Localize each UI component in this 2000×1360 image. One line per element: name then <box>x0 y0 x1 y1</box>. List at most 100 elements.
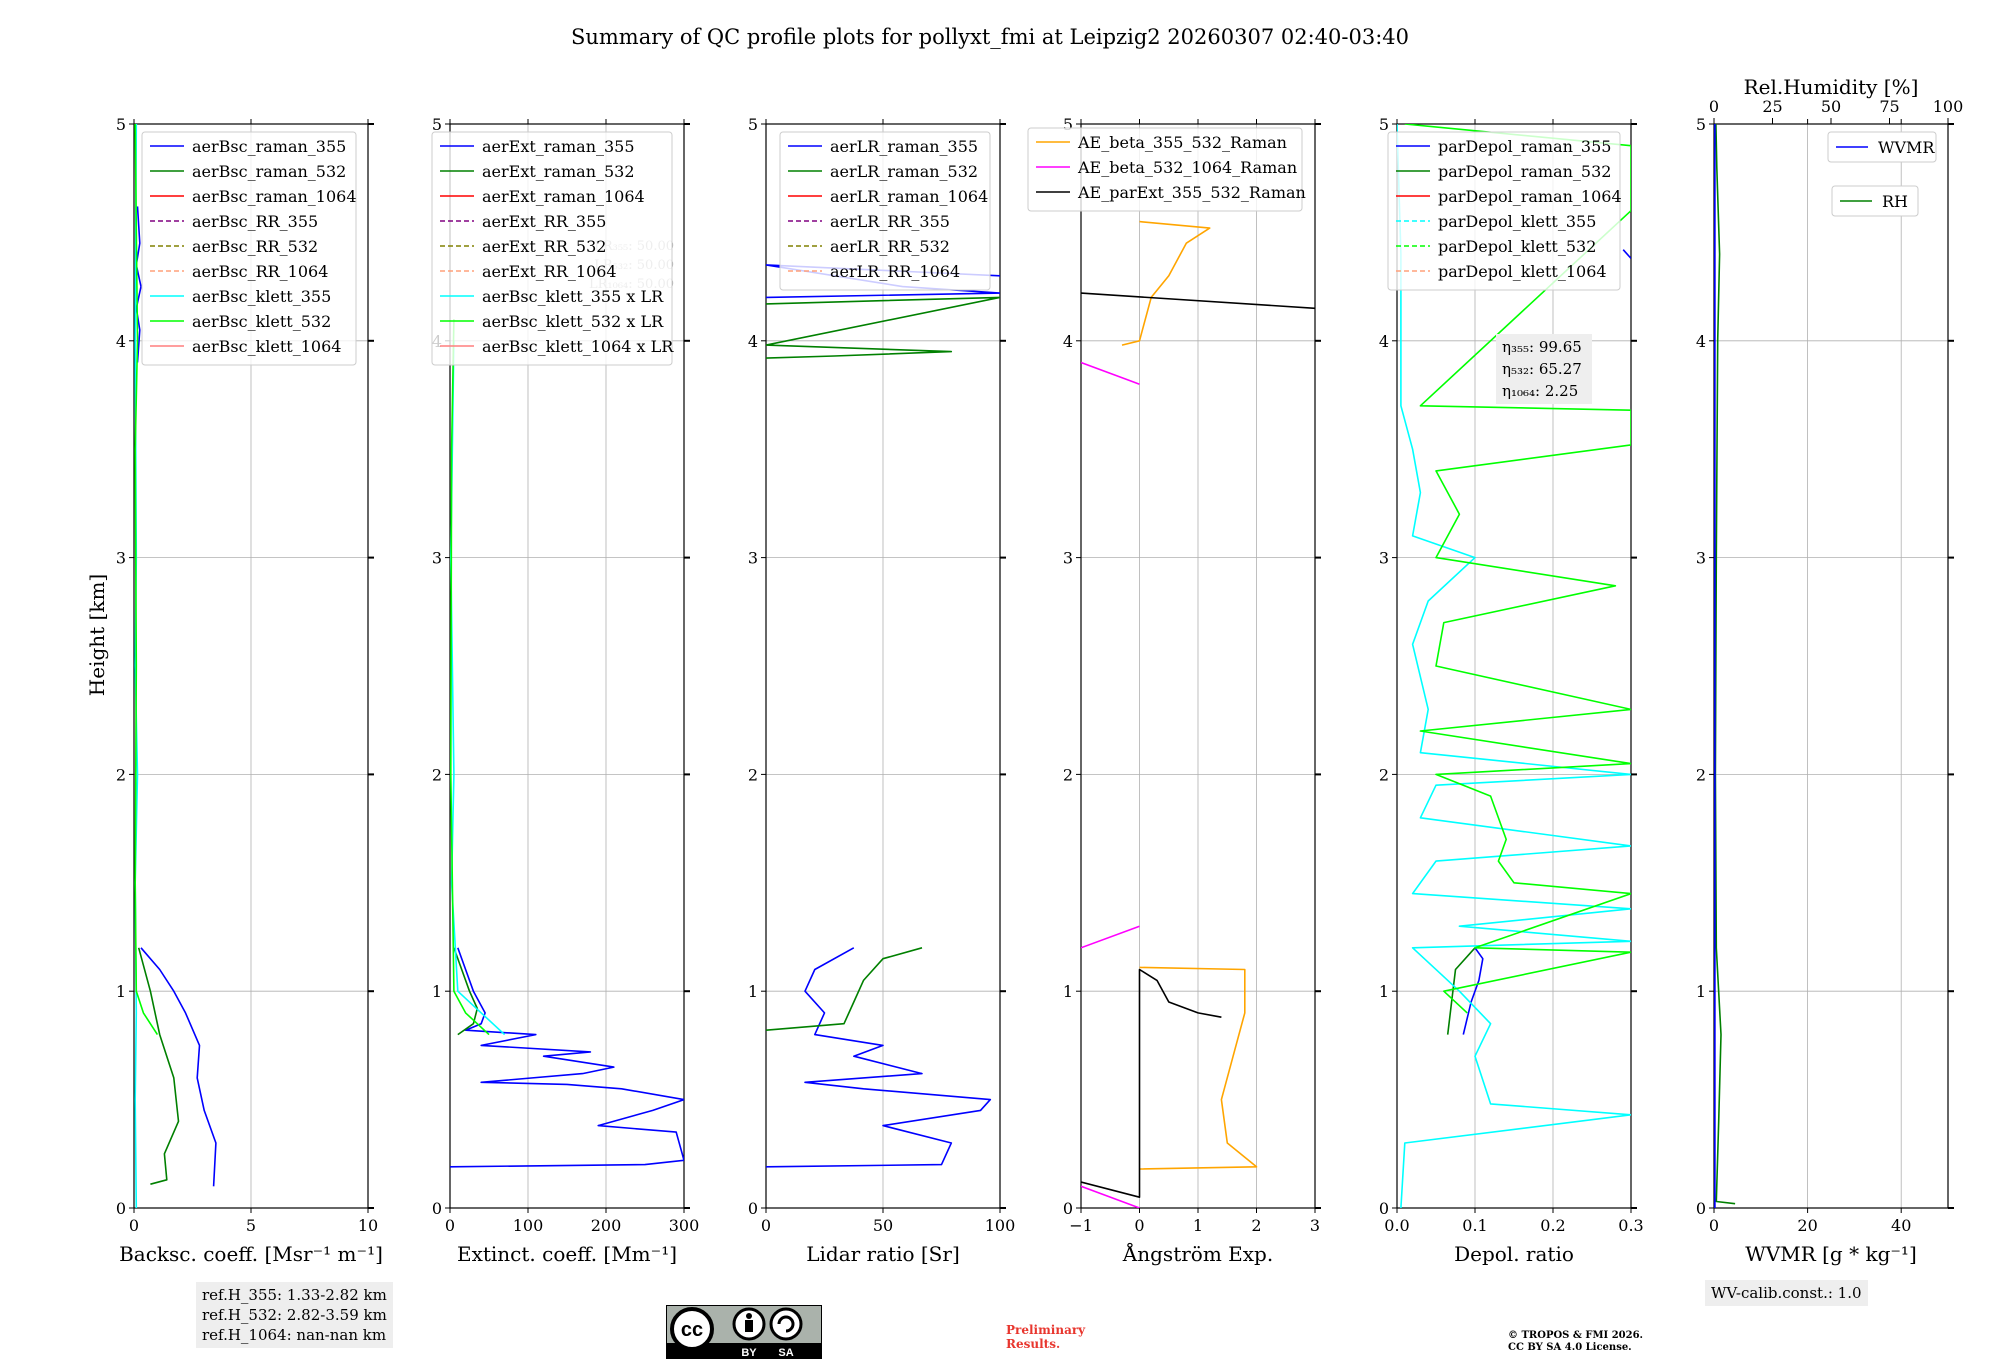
x-tick-label: 300 <box>669 1216 700 1235</box>
x-tick-label: 0 <box>761 1216 771 1235</box>
x-tick-label: 10 <box>358 1216 378 1235</box>
panel-3: 0 50 100 0 1 2 3 4 5 Lidar ratio [Sr] aerLR_raman_… <box>748 115 1015 1266</box>
legend-label: aerBsc_RR_532 <box>192 237 318 256</box>
series-AE-beta-532-1064-Raman <box>1081 925 1140 949</box>
y-tick-label: 1 <box>1696 982 1706 1001</box>
share-alike-icon <box>769 1307 803 1341</box>
y-tick-label: 2 <box>1379 765 1389 784</box>
x-tick-label: 0.1 <box>1462 1216 1487 1235</box>
legend-box <box>1387 131 1621 291</box>
ref-height-355: ref.H_355: 1.33-2.82 km <box>202 1286 387 1304</box>
y-tick-label: 4 <box>116 332 126 351</box>
y-tick-label: 3 <box>116 549 126 568</box>
series-aerExt-raman-532 <box>453 947 479 1036</box>
y-tick-label: 2 <box>1063 765 1073 784</box>
x-axis-label: Backsc. coeff. [Msr⁻¹ m⁻¹] <box>119 1242 383 1266</box>
y-tick-label: 1 <box>116 982 126 1001</box>
series-AE-parExt-355-532-Raman-high <box>1081 292 1315 310</box>
x-tick-label: 0 <box>1709 1216 1719 1235</box>
x-tick-label: 0.0 <box>1384 1216 1409 1235</box>
series-AE-beta-532-1064-Raman-low <box>1081 1185 1140 1208</box>
ref-height-1064: ref.H_1064: nan-nan km <box>202 1326 387 1344</box>
series-aerBsc-klett-532 <box>134 124 159 1036</box>
legend-label: aerBsc_klett_355 x LR <box>482 287 664 306</box>
series-aerBsc-raman-355 <box>140 947 217 1187</box>
series-aerBsc-raman-355-high <box>135 206 142 363</box>
x-tick-label: 0 <box>129 1216 139 1235</box>
y-tick-label: 1 <box>748 982 758 1001</box>
legend-label: parDepol_raman_1064 <box>1438 187 1622 206</box>
panel-5: 0.0 0.1 0.2 0.3 0 1 2 3 4 5 Depol. ratio η₃₅₅: 99.6… <box>1379 115 1644 1266</box>
y-tick-label: 4 <box>1379 332 1389 351</box>
series-group <box>450 319 684 1168</box>
panel-frame <box>765 123 1001 1209</box>
panel-frame <box>1713 123 1949 1209</box>
x-tick-label: 2 <box>1251 1216 1261 1235</box>
legend-label: AE_beta_355_532_Raman <box>1077 133 1287 152</box>
preliminary-results-note: Preliminary Results. <box>1006 1323 1085 1351</box>
x-top-axis-label: Rel.Humidity [%] <box>1744 75 1919 99</box>
panel-2: 0100200300012345Extinct. coeff. [Mm⁻¹]LR… <box>431 115 700 1266</box>
series-aerBsc-klett-355-x-LR <box>450 340 506 1036</box>
y-tick-label: 5 <box>116 115 126 134</box>
legend-label: aerLR_RR_355 <box>830 212 950 231</box>
x-tick-label: 3 <box>1310 1216 1320 1235</box>
legend-label: AE_parExt_355_532_Raman <box>1077 183 1306 202</box>
cc-by-sa-license-badge: cc BY SA <box>666 1305 822 1359</box>
legend-box <box>779 131 991 291</box>
x-tick-label: 0 <box>445 1216 455 1235</box>
legend-label: aerBsc_raman_1064 <box>192 187 357 206</box>
legend-label: aerBsc_klett_1064 <box>192 337 341 356</box>
y-tick-label: 5 <box>432 115 442 134</box>
legend-label: parDepol_raman_355 <box>1438 137 1611 156</box>
ref-height-532: ref.H_532: 2.82-3.59 km <box>202 1306 387 1324</box>
y-tick-label: 5 <box>1696 115 1706 134</box>
x-axis-label: Extinct. coeff. [Mm⁻¹] <box>457 1242 677 1266</box>
ref-heights-box: ref.H_355: 1.33-2.82 km ref.H_532: 2.82-… <box>196 1282 393 1348</box>
legend-label: aerBsc_RR_1064 <box>192 262 328 281</box>
y-tick-label: 4 <box>748 332 758 351</box>
legend-label: parDepol_klett_1064 <box>1438 262 1607 281</box>
legend-label: aerExt_RR_355 <box>482 212 606 231</box>
x-top-tick-label: 50 <box>1821 97 1841 116</box>
panel-frame <box>1396 123 1632 1209</box>
legend-label: aerExt_raman_1064 <box>482 187 645 206</box>
x-tick-label: 100 <box>513 1216 544 1235</box>
series-parDepol-klett-355 <box>1397 124 1631 1208</box>
series-AE-beta-532-1064-Raman-high <box>1081 361 1140 385</box>
y-tick-label: 2 <box>116 765 126 784</box>
eta-note: η₅₃₂: 65.27 <box>1502 360 1582 378</box>
wv-calib-box: WV-calib.const.: 1.0 <box>1705 1280 1868 1306</box>
series-group <box>1397 124 1631 1208</box>
person-head <box>746 1313 752 1319</box>
legend-box <box>141 131 357 366</box>
x-tick-label: 0 <box>1134 1216 1144 1235</box>
x-axis-label: Lidar ratio [Sr] <box>806 1242 960 1266</box>
copyright-line-2: CC BY SA 4.0 License. <box>1508 1342 1632 1353</box>
legend-label: aerBsc_klett_532 <box>192 312 331 331</box>
series-group <box>1714 124 1736 1208</box>
x-tick-label: −1 <box>1069 1216 1093 1235</box>
x-axis-label: Depol. ratio <box>1454 1242 1574 1266</box>
x-tick-label: 50 <box>873 1216 893 1235</box>
y-tick-label: 3 <box>1696 549 1706 568</box>
legend-label: aerBsc_klett_355 <box>192 287 331 306</box>
eta-note: η₃₅₅: 99.65 <box>1502 338 1582 356</box>
series-group <box>134 124 217 1208</box>
x-tick-label: 200 <box>591 1216 622 1235</box>
y-tick-label: 3 <box>1379 549 1389 568</box>
legend-label: aerLR_RR_532 <box>830 237 950 256</box>
x-top-tick-label: 0 <box>1709 97 1719 116</box>
y-tick-label: 5 <box>748 115 758 134</box>
series-aerLR-raman-532 <box>766 947 923 1031</box>
legend-box <box>1827 131 1937 163</box>
x-top-tick-label: 25 <box>1762 97 1782 116</box>
panel-frame <box>133 123 369 1209</box>
badge-by: BY <box>741 1347 757 1359</box>
legend-label: aerLR_raman_355 <box>830 137 978 156</box>
legend-label: aerLR_RR_1064 <box>830 262 960 281</box>
y-tick-label: 0 <box>1379 1199 1389 1218</box>
